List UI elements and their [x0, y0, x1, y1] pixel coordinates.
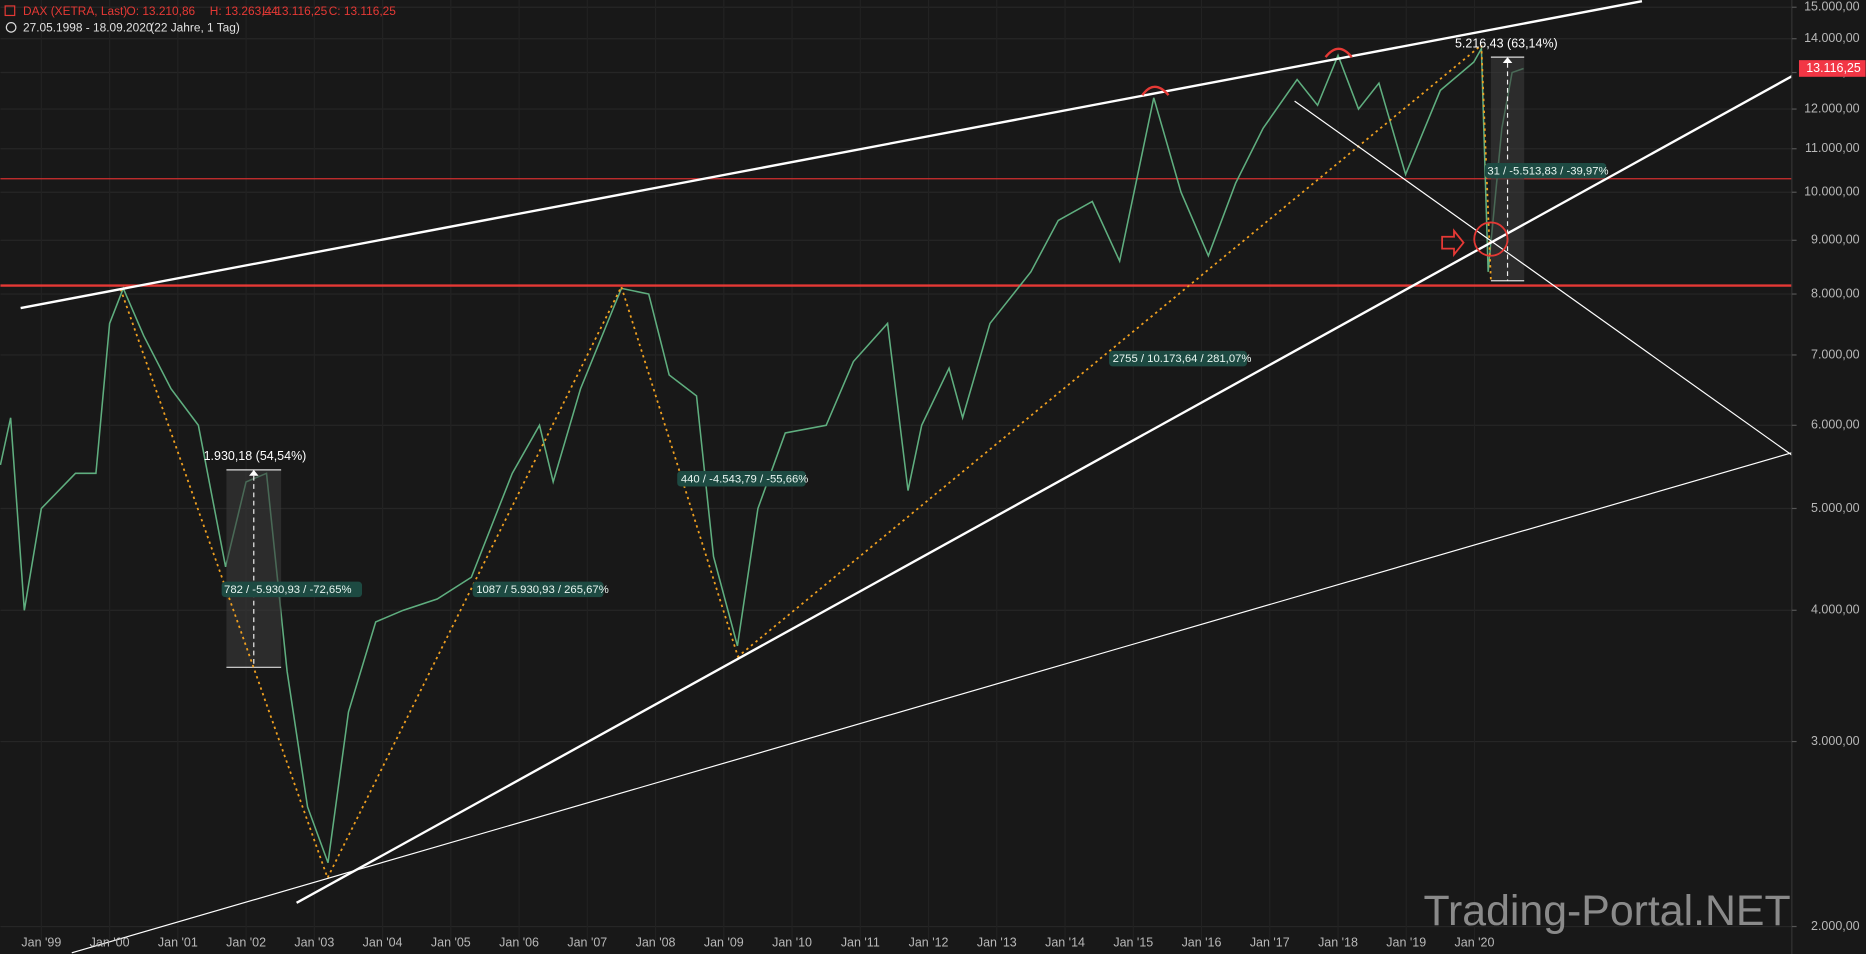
trendline — [1294, 100, 1795, 458]
x-tick-label: Jan '06 — [499, 936, 539, 950]
annotation: 782 / -5.930,93 / -72,65% — [224, 584, 351, 596]
y-tick-label: 14.000,00 — [1804, 31, 1860, 45]
y-tick-label: 5.000,00 — [1811, 501, 1860, 515]
annotation-box — [1484, 162, 1607, 179]
annotation: 5.216,43 (63,14%) — [1455, 36, 1558, 50]
x-tick-label: Jan '10 — [772, 936, 812, 950]
drawings — [20, 0, 1795, 954]
y-tick-label: 2.000,00 — [1811, 919, 1860, 933]
open: O: 13.210,86 — [127, 4, 196, 18]
date-range: 27.05.1998 - 18.09.2020 — [23, 21, 153, 35]
symbol-icon — [4, 5, 16, 17]
arrow-head — [1502, 57, 1513, 64]
x-tick-label: Jan '05 — [431, 936, 471, 950]
watermark: Trading-Portal.NET — [1423, 887, 1790, 935]
top-arc — [1141, 85, 1170, 96]
price-layer — [0, 45, 1524, 864]
x-tick-label: Jan '08 — [636, 936, 676, 950]
close: C: 13.116,25 — [329, 4, 397, 18]
x-tick-label: Jan '19 — [1386, 936, 1426, 950]
y-tick-label: 6.000,00 — [1811, 418, 1860, 432]
trendline — [71, 451, 1795, 954]
last-price-label: 13.116,25 — [1806, 61, 1861, 75]
x-tick-label: Jan '01 — [158, 936, 198, 950]
y-tick-label: 7.000,00 — [1811, 347, 1860, 361]
x-tick-label: Jan '16 — [1182, 936, 1222, 950]
annotation-box — [677, 471, 806, 487]
y-tick-label: 4.000,00 — [1811, 603, 1860, 617]
high: H: 13.263,44 — [210, 4, 278, 18]
x-tick-label: Jan '12 — [909, 936, 949, 950]
x-tick-label: Jan '09 — [704, 936, 744, 950]
x-tick-label: Jan '14 — [1045, 936, 1085, 950]
clock-icon — [5, 22, 17, 33]
annotation-box — [1109, 350, 1248, 367]
y-tick-label: 10.000,00 — [1804, 185, 1860, 199]
trendline — [296, 73, 1795, 904]
y-tick-label: 12.000,00 — [1804, 101, 1860, 115]
low: L: 13.116,25 — [262, 4, 328, 18]
y-tick-label: 3.000,00 — [1811, 734, 1860, 748]
annotation: 440 / -4.543,79 / -55,66% — [681, 473, 809, 485]
symbol: DAX (XETRA, Last) — [23, 4, 127, 18]
x-tick-label: Jan '18 — [1318, 936, 1358, 950]
top-arc — [1324, 47, 1353, 58]
axes: 2.000,00 3.000,00 4.000,00 5.000,00 6.000,00… — [21, 0, 1866, 950]
circle-marker — [1473, 221, 1509, 257]
x-tick-label: Jan '15 — [1113, 936, 1153, 950]
price-line — [0, 45, 1524, 864]
x-tick-label: Jan '04 — [363, 936, 403, 950]
annotation: 1.930,18 (54,54%) — [204, 449, 307, 463]
x-tick-label: Jan '11 — [841, 936, 880, 950]
annotation: 31 / -5.513,83 / -39,97% — [1487, 165, 1608, 177]
arrow-head — [249, 469, 259, 476]
y-tick-label: 11.000,00 — [1805, 141, 1860, 155]
y-tick-label: 15.000,00 — [1804, 0, 1860, 14]
x-tick-label: Jan '99 — [21, 936, 61, 950]
x-tick-label: Jan '20 — [1455, 936, 1495, 950]
trendline — [20, 0, 1643, 310]
x-tick-label: Jan '02 — [226, 936, 266, 950]
annotation-box — [472, 581, 604, 598]
y-tick-label: 9.000,00 — [1811, 233, 1860, 247]
price-axis-panel — [1791, 0, 1866, 954]
arrow — [1441, 228, 1465, 258]
date-span: (22 Jahre, 1 Tag) — [150, 21, 240, 35]
last-price-box — [1798, 60, 1866, 77]
y-tick-label: 8.000,00 — [1811, 286, 1860, 300]
x-tick-label: Jan '17 — [1250, 936, 1290, 950]
annotation-box — [221, 581, 363, 598]
annotation: 1087 / 5.930,93 / 265,67% — [476, 584, 609, 596]
x-tick-label: Jan '13 — [977, 936, 1017, 950]
x-tick-label: Jan '07 — [567, 936, 607, 950]
x-tick-label: Jan '03 — [294, 936, 334, 950]
annotation: 2755 / 10.173,64 / 281,07% — [1113, 353, 1252, 365]
x-tick-label: Jan '00 — [90, 936, 130, 950]
